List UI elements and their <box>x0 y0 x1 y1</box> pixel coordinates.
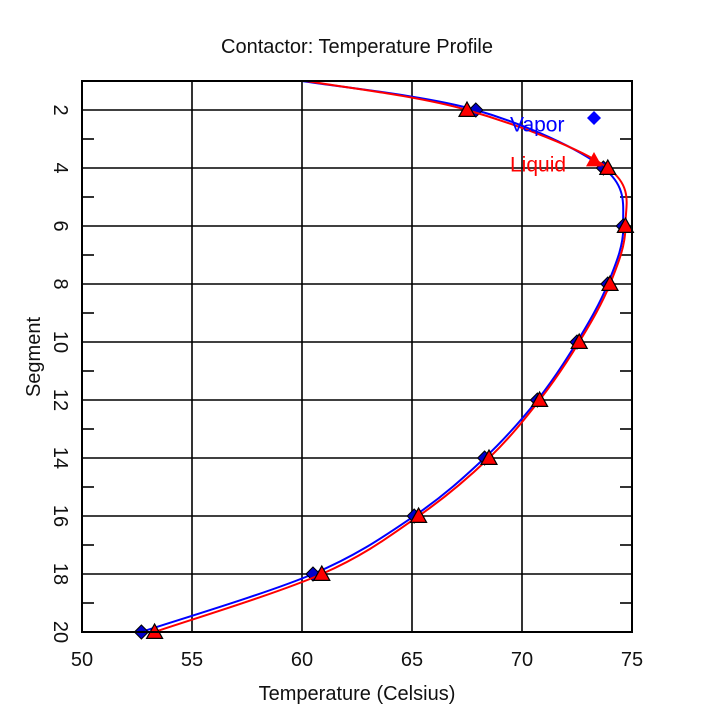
y-tick-label: 4 <box>49 162 71 173</box>
y-tick-label: 6 <box>49 220 71 231</box>
x-tick-label: 60 <box>291 649 313 671</box>
liquid-marker <box>479 448 499 465</box>
x-tick-label: 55 <box>181 649 203 671</box>
liquid-marker <box>616 216 635 233</box>
liquid-marker <box>598 158 617 175</box>
x-tick-label: 65 <box>401 649 423 671</box>
y-tick-label: 8 <box>49 278 71 289</box>
series-group <box>133 81 635 640</box>
x-tick-label: 50 <box>71 649 93 671</box>
y-tick-label: 16 <box>49 505 71 527</box>
y-axis-label: Segment <box>23 317 45 397</box>
y-tick-label: 10 <box>49 331 71 353</box>
y-tick-label: 20 <box>49 621 71 643</box>
chart-title: Contactor: Temperature Profile <box>221 36 493 58</box>
x-axis-label: Temperature (Celsius) <box>259 683 456 705</box>
legend: Vapor Liquid <box>510 111 602 177</box>
legend-marker-liquid <box>586 152 602 167</box>
axis-ticks: 50 55 60 65 70 75 2 4 6 8 10 12 14 16 18 20 <box>49 80 643 671</box>
legend-label-vapor: Vapor <box>510 114 564 137</box>
liquid-marker <box>600 274 620 291</box>
x-tick-label: 70 <box>511 649 533 671</box>
legend-label-liquid: Liquid <box>510 154 566 177</box>
liquid-marker <box>409 506 428 524</box>
legend-marker-vapor <box>587 111 601 125</box>
liquid-marker <box>570 332 589 349</box>
liquid-marker <box>457 100 477 118</box>
liquid-marker <box>312 564 331 582</box>
x-tick-label: 75 <box>621 649 643 671</box>
y-tick-label: 2 <box>49 104 71 115</box>
plot-frame <box>81 80 633 633</box>
y-tick-label: 12 <box>49 389 71 411</box>
y-tick-label: 18 <box>49 563 71 585</box>
y-tick-label: 14 <box>49 447 71 469</box>
liquid-marker <box>530 390 549 407</box>
